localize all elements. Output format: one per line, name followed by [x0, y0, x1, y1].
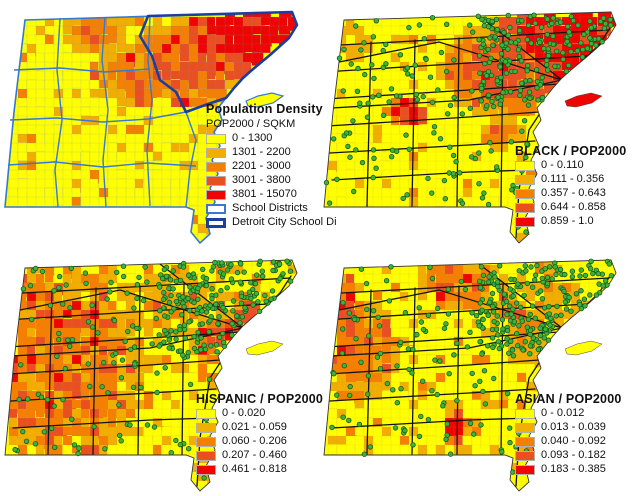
legend-item: Detroit City School Di	[206, 217, 337, 228]
legend-color-swatch	[515, 174, 535, 185]
legend-item: 0.207 - 0.460	[196, 450, 323, 461]
legend-items: 0 - 1300 1301 - 2200 2201 - 3000 3001 - 380…	[206, 133, 337, 228]
legend-color-swatch	[515, 202, 535, 213]
legend-item: 0.093 - 0.182	[515, 450, 622, 461]
legend-class-label: 0.111 - 0.356	[541, 173, 605, 185]
map-population-density	[0, 0, 318, 248]
legend-color-swatch	[206, 203, 226, 214]
legend-subtitle: POP2000 / SQKM	[206, 118, 296, 130]
legend-class-label: 0 - 0.012	[541, 407, 585, 419]
legend-hispanic-ratio: HISPANIC / POP2000 0 - 0.020 0.021 - 0.05…	[196, 392, 323, 478]
legend-item: 0 - 0.020	[196, 408, 323, 419]
legend-item: 0 - 0.012	[515, 408, 622, 419]
legend-class-label: School Districts	[232, 202, 308, 214]
legend-title: BLACK / POP2000	[515, 144, 627, 158]
legend-color-swatch	[196, 408, 216, 419]
legend-items: 0 - 0.020 0.021 - 0.059 0.060 - 0.206 0.207…	[196, 408, 323, 475]
legend-color-swatch	[515, 436, 535, 447]
legend-color-swatch	[206, 133, 226, 144]
legend-color-swatch	[196, 450, 216, 461]
legend-color-swatch	[206, 161, 226, 172]
map-hispanic-ratio	[0, 248, 318, 496]
panel-population-density: Population Density POP2000 / SQKM 0 - 13…	[0, 0, 337, 248]
legend-color-swatch	[515, 408, 535, 419]
legend-color-swatch	[206, 217, 226, 228]
legend-item: 1301 - 2200	[206, 147, 337, 158]
legend-item: 0.859 - 1.0	[515, 216, 626, 227]
legend-color-swatch	[515, 464, 535, 475]
legend-class-label: 0.357 - 0.643	[541, 187, 606, 199]
legend-class-label: 0 - 1300	[232, 132, 273, 144]
legend-class-label: 0.021 - 0.059	[222, 421, 287, 433]
legend-item: 0.040 - 0.092	[515, 436, 622, 447]
legend-color-swatch	[196, 464, 216, 475]
legend-item: 3001 - 3800	[206, 175, 337, 186]
legend-item: 0 - 0.110	[515, 160, 626, 171]
panel-hispanic-ratio: HISPANIC / POP2000 0 - 0.020 0.021 - 0.05…	[0, 248, 323, 496]
legend-color-swatch	[515, 188, 535, 199]
legend-item: 0.357 - 0.643	[515, 188, 626, 199]
legend-item: 0 - 1300	[206, 133, 337, 144]
legend-title: HISPANIC / POP2000	[196, 392, 324, 406]
legend-color-swatch	[515, 422, 535, 433]
panel-asian-ratio: ASIAN / POP2000 0 - 0.012 0.013 - 0.039 0.…	[319, 248, 637, 496]
legend-class-label: Detroit City School Di	[232, 216, 337, 228]
legend-black-ratio: BLACK / POP2000 0 - 0.110 0.111 - 0.356 0.…	[515, 144, 626, 230]
legend-color-swatch	[196, 422, 216, 433]
legend-class-label: 2201 - 3000	[232, 160, 291, 172]
legend-items: 0 - 0.110 0.111 - 0.356 0.357 - 0.643 0.644…	[515, 160, 626, 227]
legend-title: ASIAN / POP2000	[515, 392, 622, 406]
legend-class-label: 1301 - 2200	[232, 146, 291, 158]
legend-class-label: 0.644 - 0.858	[541, 201, 606, 213]
legend-color-swatch	[206, 175, 226, 186]
legend-title: Population Density	[206, 102, 323, 116]
legend-item: 0.183 - 0.385	[515, 464, 622, 475]
legend-item: 0.060 - 0.206	[196, 436, 323, 447]
legend-item: 2201 - 3000	[206, 161, 337, 172]
legend-item: 3801 - 15070	[206, 189, 337, 200]
legend-class-label: 0.461 - 0.818	[222, 463, 287, 475]
legend-item: 0.644 - 0.858	[515, 202, 626, 213]
legend-class-label: 0.060 - 0.206	[222, 435, 287, 447]
legend-color-swatch	[515, 450, 535, 461]
legend-population-density: Population Density POP2000 / SQKM 0 - 13…	[206, 102, 337, 231]
school-points	[323, 12, 614, 235]
legend-class-label: 0 - 0.020	[222, 407, 266, 419]
legend-color-swatch	[206, 189, 226, 200]
legend-class-label: 0.183 - 0.385	[541, 463, 606, 475]
legend-item: 0.461 - 0.818	[196, 464, 323, 475]
legend-color-swatch	[515, 160, 535, 171]
legend-item: 0.013 - 0.039	[515, 422, 622, 433]
legend-class-label: 0.040 - 0.092	[541, 435, 606, 447]
panel-black-ratio: BLACK / POP2000 0 - 0.110 0.111 - 0.356 0.…	[319, 0, 637, 248]
legend-asian-ratio: ASIAN / POP2000 0 - 0.012 0.013 - 0.039 0.…	[515, 392, 622, 478]
legend-items: 0 - 0.012 0.013 - 0.039 0.040 - 0.092 0.093…	[515, 408, 622, 475]
map-black-ratio	[319, 0, 637, 248]
legend-class-label: 0.093 - 0.182	[541, 449, 606, 461]
legend-class-label: 0 - 0.110	[541, 159, 584, 171]
legend-class-label: 0.013 - 0.039	[541, 421, 606, 433]
legend-color-swatch	[206, 147, 226, 158]
legend-class-label: 3001 - 3800	[232, 174, 291, 186]
legend-item: School Districts	[206, 203, 337, 214]
school-points	[12, 258, 294, 481]
map-asian-ratio	[319, 248, 637, 496]
legend-class-label: 3801 - 15070	[232, 188, 297, 200]
legend-color-swatch	[515, 216, 535, 227]
legend-class-label: 0.207 - 0.460	[222, 449, 287, 461]
legend-color-swatch	[196, 436, 216, 447]
legend-item: 0.021 - 0.059	[196, 422, 323, 433]
legend-item: 0.111 - 0.356	[515, 174, 626, 185]
legend-class-label: 0.859 - 1.0	[541, 215, 594, 227]
